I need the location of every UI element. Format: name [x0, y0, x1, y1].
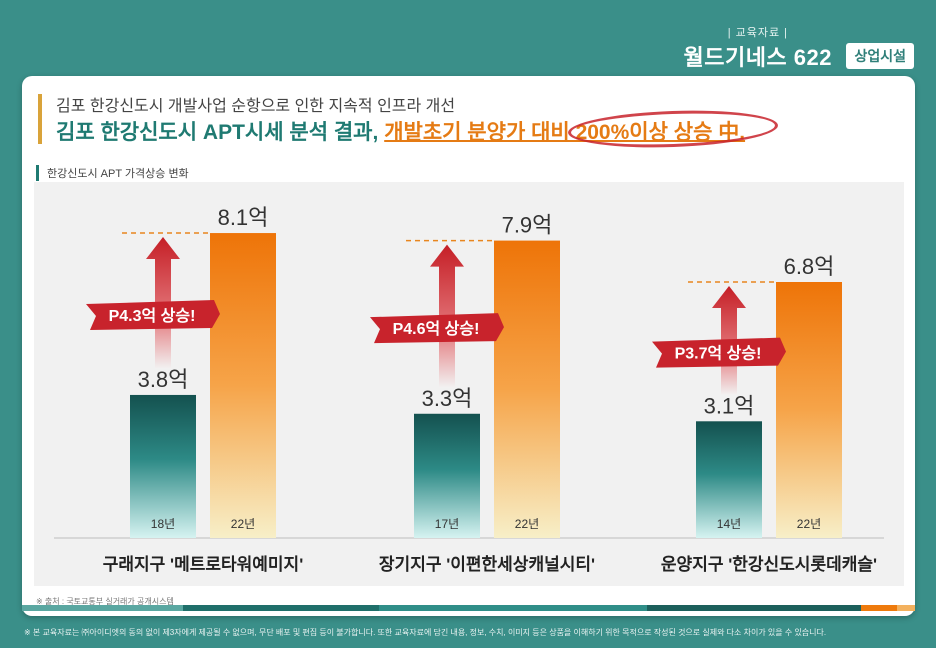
bar-after	[776, 282, 842, 538]
content-card: 김포 한강신도시 개발사업 순항으로 인한 지속적 인프라 개선 김포 한강신도…	[22, 76, 915, 616]
header-category-label: | 교육자료 |	[727, 27, 788, 39]
title-accent-bar	[38, 94, 42, 144]
category-badge: 상업시설	[846, 43, 914, 69]
value-label-before: 3.3억	[422, 386, 473, 411]
red-circle-annotation	[567, 107, 779, 151]
value-label-before: 3.8억	[138, 367, 189, 392]
bottom-color-stripe	[22, 605, 915, 611]
rise-badge	[86, 300, 220, 330]
bar-after	[494, 240, 560, 538]
card-subtitle: 김포 한강신도시 개발사업 순항으로 인한 지속적 인프라 개선	[56, 98, 456, 115]
group-label: 장기지구 '이편한세상캐널시티'	[379, 555, 595, 574]
rise-badge-text: P3.7억 상승!	[675, 344, 762, 363]
bar-before	[414, 413, 480, 538]
value-label-after: 8.1억	[218, 205, 269, 230]
year-label-before: 17년	[435, 517, 459, 531]
rise-badge-text: P4.6억 상승!	[393, 319, 480, 338]
value-label-after: 6.8억	[784, 254, 835, 279]
title-main: 김포 한강신도시 APT시세 분석 결과,	[56, 121, 379, 144]
price-chart-svg: 3.8억 8.1억 18년 22년 P4.3억 상승! 구래지구 '메트로타워예미지' 3.…	[54, 205, 884, 574]
rise-badge	[370, 313, 504, 344]
group-label: 운양지구 '한강신도시롯데캐슬'	[661, 555, 877, 574]
bar-before	[130, 394, 196, 538]
bar-before	[696, 421, 762, 538]
value-label-after: 7.9억	[502, 213, 553, 238]
group-label: 구래지구 '메트로타워예미지'	[103, 555, 304, 574]
year-label-after: 22년	[515, 517, 539, 531]
footer-disclaimer: ※ 본 교육자료는 ㈜아이디엣의 동의 없이 제3자에게 제공될 수 없으며, …	[24, 628, 827, 637]
year-label-after: 22년	[797, 517, 821, 531]
rise-badge-text: P4.3억 상승!	[109, 306, 196, 325]
card-title: 김포 한강신도시 APT시세 분석 결과, 개발초기 분양가 대비 200%이상…	[56, 116, 745, 146]
source-note: ※ 출처 : 국토교통부 실거래가 공개시스템	[36, 597, 174, 606]
bar-after	[210, 233, 276, 538]
price-chart: 3.8억 8.1억 18년 22년 P4.3억 상승! 구래지구 '메트로타워예미지' 3.…	[34, 182, 904, 586]
year-label-after: 22년	[231, 517, 255, 531]
brand-title: 월드기네스 622	[683, 45, 832, 70]
rise-badge	[652, 337, 786, 368]
year-label-before: 18년	[151, 517, 175, 531]
year-label-before: 14년	[717, 517, 741, 531]
value-label-before: 3.1억	[704, 393, 755, 418]
chart-section-label: 한강신도시 APT 가격상승 변화	[36, 165, 189, 181]
title-highlight: 개발초기 분양가 대비 200%이상 상승 中.	[384, 121, 746, 144]
